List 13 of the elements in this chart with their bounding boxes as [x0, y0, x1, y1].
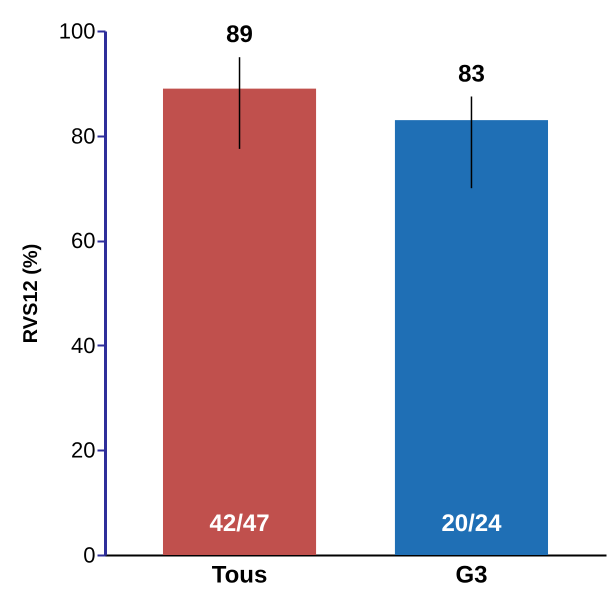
x-tick-label: Tous: [212, 562, 268, 588]
annotation: 42/47: [209, 510, 270, 537]
y-tick-label: 20: [71, 438, 96, 463]
y-tick-label: 60: [71, 228, 96, 254]
y-tick-label: 100: [58, 18, 96, 44]
y-tick-label: 40: [71, 332, 96, 358]
y-axis-title: RVS12 (%): [20, 244, 42, 344]
x-tick-label: G3: [455, 562, 488, 588]
annotation: 20/24: [441, 510, 502, 537]
y-tick-label: 80: [71, 123, 96, 148]
y-tick-label: 0: [83, 542, 96, 568]
data-label: 83: [458, 60, 485, 88]
data-label: 89: [226, 21, 253, 48]
